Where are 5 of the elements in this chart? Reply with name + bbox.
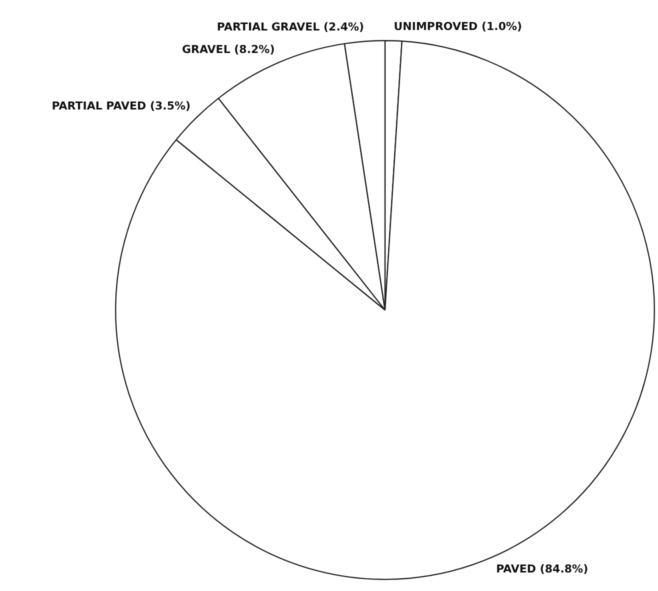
slice-label: GRAVEL (8.2%) — [182, 42, 275, 56]
slice-label: UNIMPROVED (1.0%) — [394, 20, 522, 34]
slice-label: PARTIAL GRAVEL (2.4%) — [216, 20, 364, 34]
slice-label: PAVED (84.8%) — [496, 562, 588, 576]
slice-label: PARTIAL PAVED (3.5%) — [52, 100, 191, 113]
